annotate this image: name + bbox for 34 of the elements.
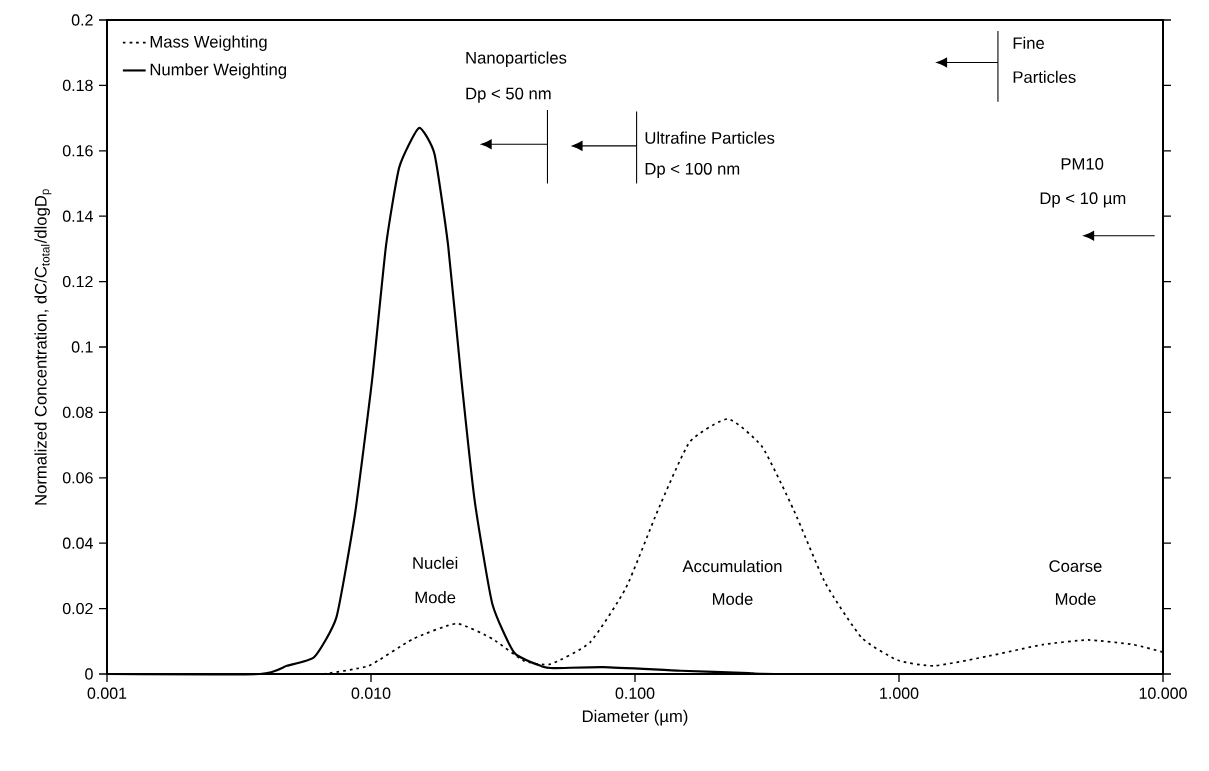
- y-tick-label: 0.18: [62, 79, 93, 92]
- annotation: Particles: [1013, 70, 1076, 84]
- legend-label: Mass Weighting: [150, 35, 267, 51]
- y-tick-label: 0.02: [62, 602, 93, 615]
- annotation: Nanoparticles: [466, 51, 567, 67]
- annotation: Coarse: [1049, 560, 1102, 572]
- x-tick-label: 0.100: [615, 687, 655, 699]
- annotation: Dp < 50 nm: [466, 87, 551, 103]
- y-tick-label: 0.2: [71, 14, 93, 26]
- x-tick-label: 0.001: [87, 687, 127, 699]
- y-tick-label: 0.1: [71, 341, 93, 353]
- y-axis-title: Normalized Concentration, dC/C$_{total}$/dlogD$_{p}$: [34, 189, 52, 505]
- x-tick-label: 1.000: [880, 687, 919, 699]
- y-tick-label: 0: [85, 668, 93, 680]
- annotation: Mode: [415, 591, 456, 604]
- annotation: Dp < 10 µm: [1040, 192, 1126, 208]
- y-tick-label: 0.14: [62, 210, 93, 222]
- annotation: Nuclei: [413, 556, 458, 569]
- annotation: Accumulation: [682, 559, 782, 573]
- x-tick-label: 10.000: [1139, 687, 1187, 699]
- annotation: Dp < 100 nm: [645, 162, 740, 178]
- y-tick-label: 0.08: [62, 406, 93, 419]
- annotation: Mode: [712, 592, 753, 605]
- annotation: PM10: [1061, 157, 1104, 170]
- legend-label: Number Weighting: [150, 63, 287, 79]
- y-tick-label: 0.06: [62, 472, 93, 484]
- annotation: Ultrafine Particles: [645, 131, 775, 144]
- y-tick-label: 0.16: [62, 145, 93, 157]
- y-tick-label: 0.12: [62, 275, 93, 288]
- y-tick-label: 0.04: [62, 537, 93, 549]
- x-axis-title: Diameter (µm): [582, 709, 688, 726]
- annotation: Fine: [1013, 36, 1045, 50]
- annotation: Mode: [1055, 592, 1096, 605]
- x-tick-label: 0.010: [351, 687, 391, 699]
